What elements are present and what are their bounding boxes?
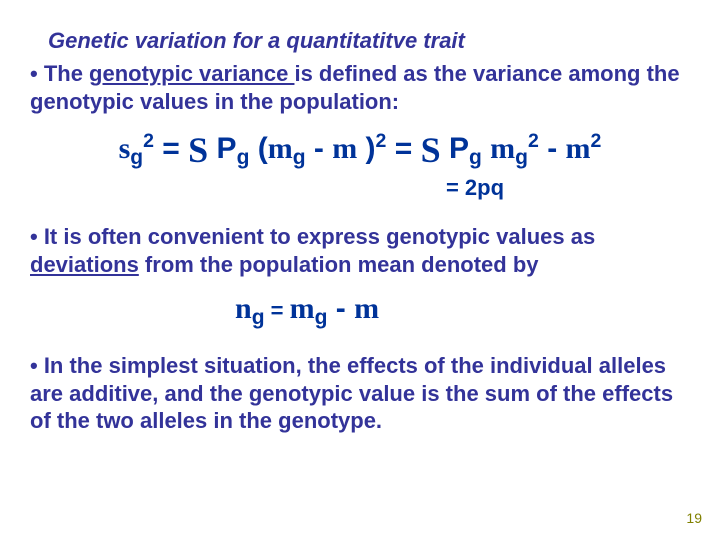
sigma-sub-g: g — [130, 146, 143, 169]
mu6: m — [354, 292, 379, 325]
formula-deviation: ng = mg - m — [30, 292, 690, 330]
p2-tail: from the population mean denoted by — [139, 252, 539, 277]
paragraph-3: • In the simplest situation, the effects… — [30, 352, 690, 435]
mu3-sub-g: g — [515, 146, 528, 169]
sp1 — [208, 132, 216, 165]
p1-underline: genotypic variance — [89, 61, 294, 86]
mu5: m — [290, 292, 315, 325]
mu1: m — [268, 132, 293, 165]
P2-sub-g: g — [469, 146, 482, 169]
sp2 — [441, 132, 449, 165]
sum-sym-1: S — [188, 130, 208, 170]
rpar: ) — [357, 132, 375, 165]
eq-2: = 2 — [446, 175, 477, 200]
mu5-sub-g: g — [315, 306, 328, 329]
minus1: - — [306, 132, 333, 165]
slide-title: Genetic variation for a quantitatitve tr… — [48, 28, 690, 54]
P2: P — [449, 132, 469, 165]
sigma-sup-2: 2 — [143, 130, 154, 152]
lpar: ( — [249, 132, 267, 165]
mu4: m — [566, 132, 591, 165]
paren-sup-2: 2 — [376, 130, 387, 152]
P1: P — [217, 132, 237, 165]
p1-lead: • The — [30, 61, 89, 86]
nu-sym: n — [235, 292, 252, 325]
formula-variance: sg2 = S Pg (mg - m )2 = S Pg mg2 - m2 — [30, 129, 690, 171]
sp3 — [482, 132, 490, 165]
sum-sym-2: S — [421, 130, 441, 170]
sigma-sym: s — [119, 132, 131, 165]
paragraph-2: • It is often convenient to express geno… — [30, 223, 690, 278]
P1-sub-g: g — [237, 146, 250, 169]
eq2: = — [386, 132, 420, 165]
mu3: m — [490, 132, 515, 165]
mu2: m — [332, 132, 357, 165]
page-number: 19 — [686, 510, 702, 526]
p2-underline: deviations — [30, 252, 139, 277]
mu4-sup-2: 2 — [591, 130, 602, 152]
nu-eq: = — [265, 298, 290, 323]
mu1-sub-g: g — [293, 146, 306, 169]
p2-lead: • It is often convenient to express geno… — [30, 224, 595, 249]
minus3: - — [327, 292, 354, 325]
minus2: - — [539, 132, 566, 165]
eq1: = — [154, 132, 188, 165]
nu-sub-g: g — [252, 306, 265, 329]
formula-2pq: = 2pq — [30, 175, 690, 201]
pq: pq — [477, 175, 504, 200]
mu3-sup-2: 2 — [528, 130, 539, 152]
paragraph-1: • The genotypic variance is defined as t… — [30, 60, 690, 115]
